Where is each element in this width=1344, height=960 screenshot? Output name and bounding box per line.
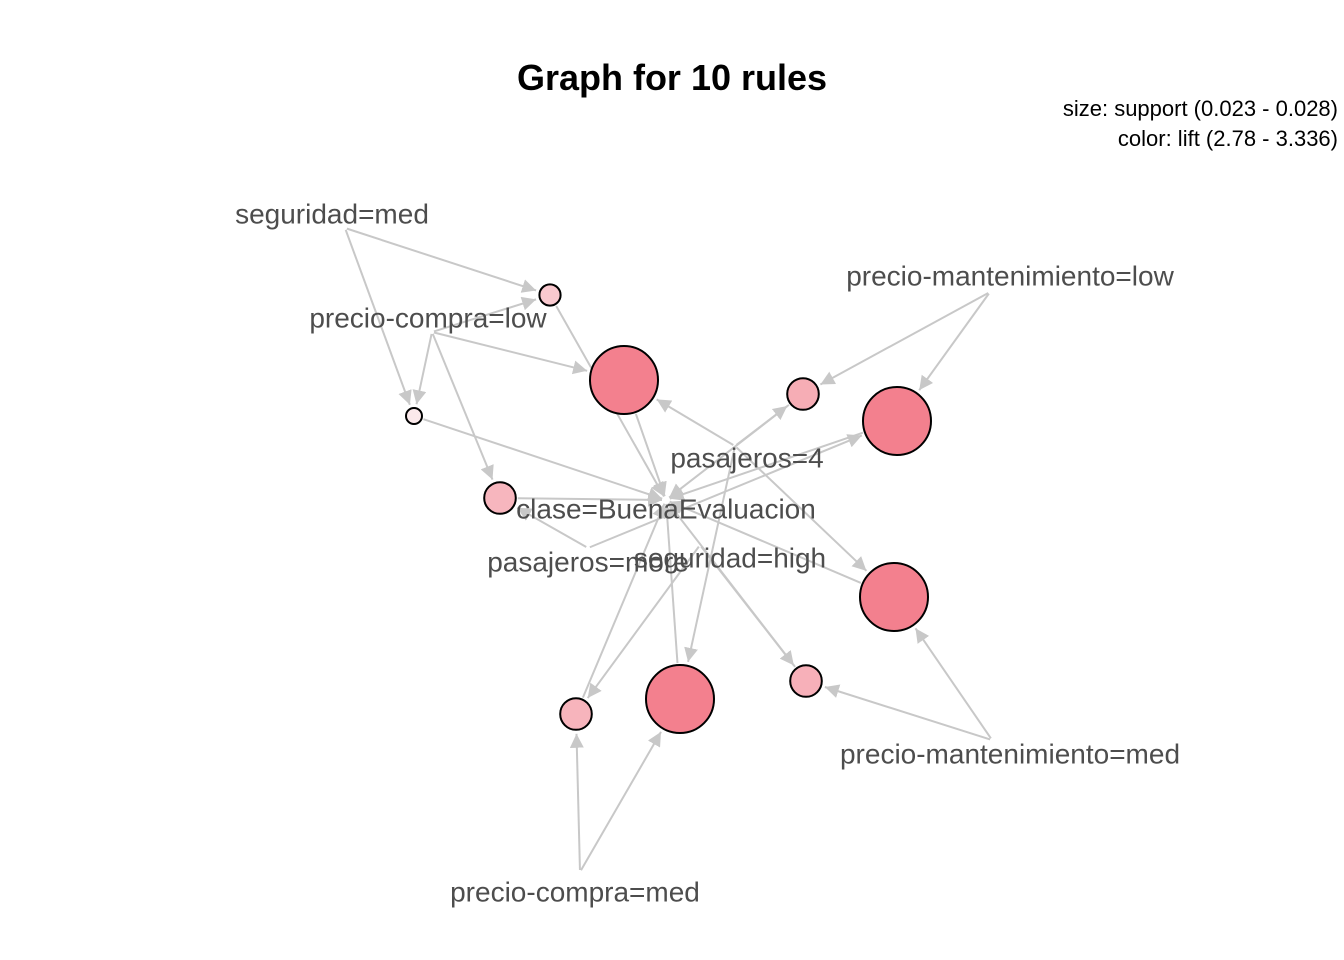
item-label-seguridad-high[interactable]: seguridad=high <box>634 542 826 573</box>
item-label-clase-buena[interactable]: clase=BuenaEvaluacion <box>516 493 816 524</box>
item-label-precio-mant-med[interactable]: precio-mantenimiento=med <box>840 738 1180 769</box>
edge-r2-to-clase_buena <box>634 413 667 497</box>
rule-node-r3[interactable] <box>405 407 423 425</box>
edge-pasajeros_more-to-r5 <box>516 506 587 548</box>
edge-precio_compra_med-to-r9 <box>569 733 584 871</box>
edge-precio_compra_low-to-r2 <box>433 331 588 375</box>
edge-r7-to-clase_buena <box>669 500 862 584</box>
legend-size: size: support (0.023 - 0.028) <box>1063 96 1338 121</box>
edge-seguridad_high-to-r9 <box>586 546 700 699</box>
rule-node-r6[interactable] <box>862 386 932 456</box>
rule-node-r2[interactable] <box>589 345 659 415</box>
rule-node-r8[interactable] <box>789 664 823 698</box>
edge-pasajeros_4-to-r7 <box>735 446 868 572</box>
item-label-seguridad-med[interactable]: seguridad=med <box>235 198 429 229</box>
edge-precio_compra_med-to-r10 <box>580 731 662 871</box>
edge-pasajeros_4-to-r10 <box>684 447 736 663</box>
edge-seguridad_med-to-r3 <box>344 229 412 406</box>
item-label-precio-mant-low[interactable]: precio-mantenimiento=low <box>846 260 1174 291</box>
item-label-pasajeros-more[interactable]: pasajeros=more <box>487 546 689 577</box>
item-labels-layer: seguridad=med precio-compra=low precio-man… <box>235 198 1180 907</box>
edge-precio_mant_med-to-r8 <box>824 684 991 741</box>
item-label-precio-compra-med[interactable]: precio-compra=med <box>450 876 700 907</box>
edge-precio_mant_med-to-r7 <box>914 627 992 739</box>
edge-r8-to-clase_buena <box>667 502 796 668</box>
rule-node-r10[interactable] <box>645 664 715 734</box>
edge-r9-to-clase_buena <box>581 503 666 698</box>
rule-node-r9[interactable] <box>559 697 593 731</box>
rule-node-r1[interactable] <box>538 283 562 307</box>
rule-node-r7[interactable] <box>859 562 929 632</box>
edge-precio_mant_low-to-r6 <box>918 293 990 391</box>
edge-precio_mant_low-to-r4 <box>819 292 989 386</box>
edge-r4-to-clase_buena <box>668 404 790 499</box>
rule-node-r4[interactable] <box>786 377 820 411</box>
rule-nodes-layer <box>405 283 932 734</box>
rule-node-r5[interactable] <box>483 481 517 515</box>
edge-precio_compra_low-to-r1 <box>433 296 537 333</box>
item-label-precio-compra-low[interactable]: precio-compra=low <box>309 302 547 333</box>
legend-color: color: lift (2.78 - 3.336) <box>1118 126 1338 151</box>
edge-r5-to-clase_buena <box>517 492 663 507</box>
graph-title: Graph for 10 rules <box>517 57 827 98</box>
edge-pasajeros_4-to-r2 <box>656 398 734 446</box>
edges-layer <box>344 227 992 871</box>
edge-r10-to-clase_buena <box>660 503 679 664</box>
edge-seguridad_med-to-r1 <box>346 227 537 293</box>
item-label-pasajeros-4[interactable]: pasajeros=4 <box>670 442 823 473</box>
edge-r3-to-clase_buena <box>423 418 663 501</box>
edge-precio_compra_low-to-r5 <box>431 333 494 481</box>
edge-r6-to-clase_buena <box>669 431 864 501</box>
edge-precio_compra_low-to-r3 <box>412 333 433 405</box>
